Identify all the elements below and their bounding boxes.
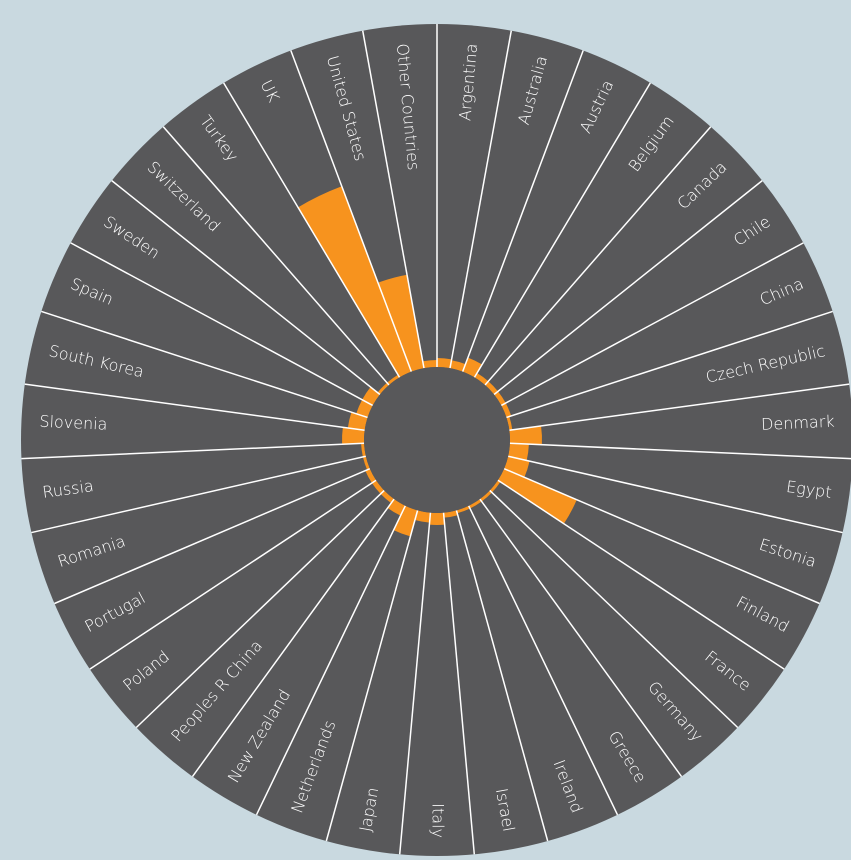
bar	[504, 456, 530, 478]
separator	[255, 505, 407, 816]
bar	[414, 510, 431, 523]
separator	[497, 479, 785, 670]
bar	[508, 443, 529, 461]
bar	[393, 505, 418, 537]
inner-disc	[364, 367, 510, 513]
separator	[509, 442, 851, 460]
bar	[501, 403, 512, 418]
separator	[70, 242, 374, 407]
separator	[290, 50, 413, 372]
bar	[494, 391, 506, 406]
bar	[479, 490, 492, 502]
bar	[450, 360, 466, 372]
bar	[377, 274, 424, 372]
separator	[473, 82, 652, 378]
separator	[442, 512, 476, 855]
separator	[162, 126, 390, 386]
separator	[503, 468, 820, 605]
bar	[485, 381, 498, 395]
bars	[298, 186, 577, 537]
separator	[500, 242, 804, 407]
separator	[449, 30, 513, 369]
separator	[31, 455, 366, 534]
separators	[21, 24, 851, 855]
bar	[371, 480, 385, 494]
separator	[89, 479, 377, 670]
bar	[386, 374, 400, 386]
bar	[468, 499, 482, 509]
separator	[509, 383, 850, 431]
separator	[461, 50, 584, 372]
bar	[361, 443, 366, 457]
category-label: Italy	[429, 803, 448, 838]
separator	[111, 180, 381, 396]
bar	[429, 512, 445, 525]
bar	[506, 416, 513, 431]
bar	[387, 499, 406, 516]
separator	[135, 489, 385, 729]
bar	[489, 480, 501, 493]
separator	[455, 510, 549, 842]
category-label: Slovenia	[39, 412, 108, 434]
bar	[456, 505, 470, 514]
separator	[54, 468, 371, 605]
separator	[41, 310, 368, 419]
separator	[493, 180, 763, 396]
bar	[422, 360, 437, 369]
bar	[509, 425, 543, 445]
category-label: Denmark	[761, 412, 835, 434]
bar	[437, 358, 452, 369]
bar	[474, 373, 489, 386]
separator	[508, 455, 843, 534]
separator	[21, 442, 365, 460]
bar	[443, 510, 458, 518]
separator	[467, 505, 619, 816]
bar	[356, 399, 373, 418]
separator	[222, 82, 401, 378]
separator	[489, 489, 739, 729]
separator	[506, 310, 833, 419]
bar	[497, 468, 577, 524]
separator	[24, 383, 365, 431]
bar	[377, 382, 389, 395]
separator	[191, 498, 395, 777]
bar	[347, 412, 368, 431]
separator	[484, 126, 712, 386]
bar	[365, 468, 377, 483]
separator	[361, 30, 425, 369]
separator	[325, 510, 419, 842]
bar	[380, 490, 395, 504]
bar	[362, 456, 370, 470]
separator	[398, 512, 432, 855]
bar	[342, 427, 365, 445]
bar	[298, 186, 412, 378]
separator	[479, 498, 683, 777]
